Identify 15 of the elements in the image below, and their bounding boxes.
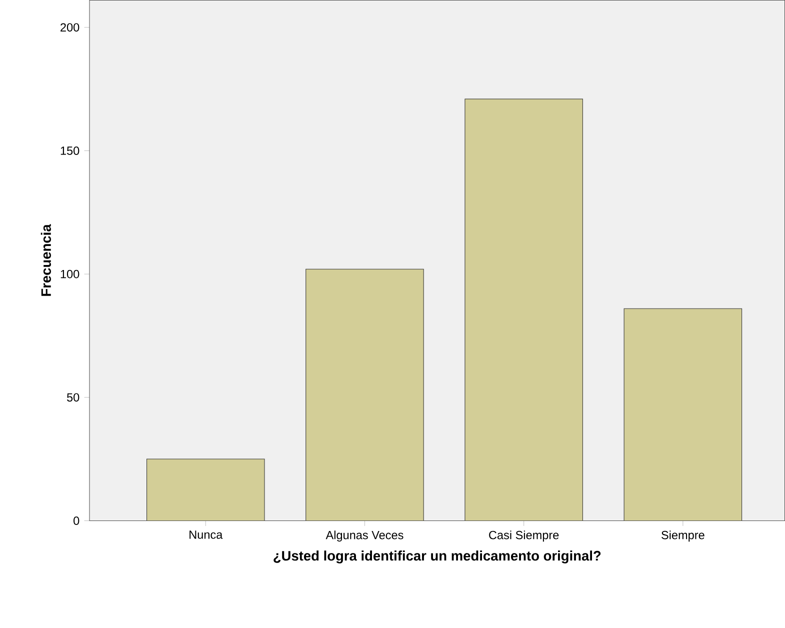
bar bbox=[624, 308, 742, 521]
y-tick-label: 200 bbox=[60, 23, 80, 32]
y-tick-label: 150 bbox=[60, 146, 80, 155]
bar bbox=[464, 98, 583, 521]
x-tick-label: Nunca bbox=[190, 530, 223, 539]
bar bbox=[146, 458, 265, 521]
y-tick-label: 50 bbox=[66, 393, 80, 402]
y-tick-label: 100 bbox=[60, 270, 80, 278]
y-axis-title: Frecuencia bbox=[40, 224, 51, 296]
x-tick-label: Algunas Veces bbox=[326, 530, 404, 542]
y-tick-label: 0 bbox=[74, 516, 80, 525]
x-tick-label: Siempre bbox=[662, 530, 704, 542]
bar bbox=[306, 268, 424, 521]
x-tick-label: Casi Siempre bbox=[489, 530, 559, 542]
x-axis-title: ¿Usted logra identificar un medicamento original? bbox=[274, 550, 601, 564]
